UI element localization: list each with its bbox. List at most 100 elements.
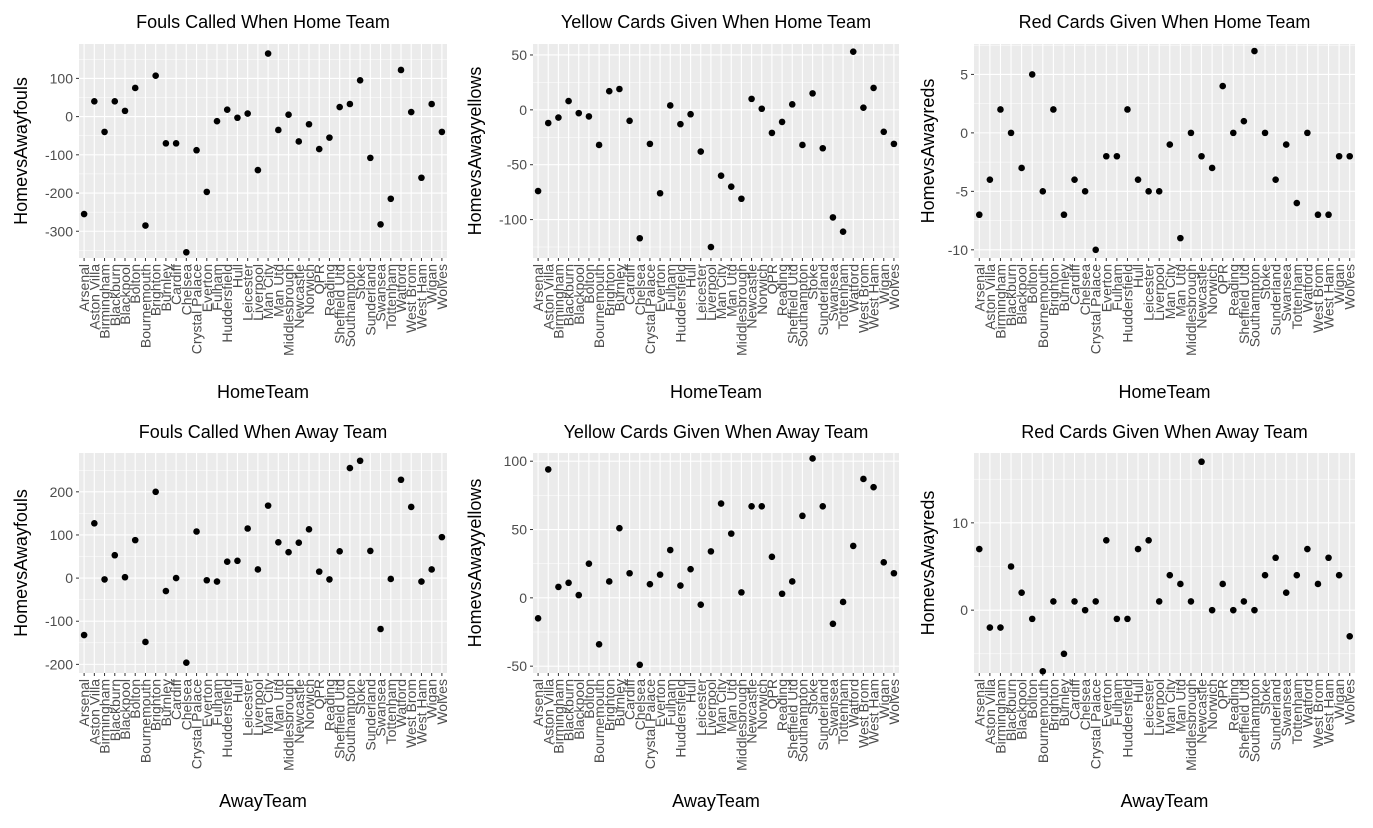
data-point xyxy=(677,582,684,589)
x-tick-label: Everton xyxy=(199,264,215,312)
x-tick-label: Liverpool xyxy=(250,264,266,321)
x-tick-label: West Ham xyxy=(1321,264,1337,329)
x-tick-label: Aston Villa xyxy=(86,679,102,745)
x-tick-label: Man Utd xyxy=(1172,264,1188,317)
data-point xyxy=(1018,589,1025,596)
data-point xyxy=(1028,71,1036,78)
data-point xyxy=(748,95,755,103)
x-tick-label: Bolton xyxy=(127,264,143,304)
data-point xyxy=(565,579,572,587)
x-tick-label: Man City xyxy=(260,264,276,319)
x-tick-label: Southampton xyxy=(794,264,810,347)
data-point xyxy=(101,128,108,136)
data-point xyxy=(799,512,806,520)
x-tick-label: Wolves xyxy=(434,264,450,310)
data-point xyxy=(534,615,542,622)
data-point xyxy=(1007,563,1015,570)
data-point xyxy=(707,548,715,555)
x-tick-label: Chelsea xyxy=(178,679,194,731)
y-tick-label: 0 xyxy=(65,109,73,125)
data-point xyxy=(697,601,705,608)
data-point xyxy=(890,140,898,148)
x-tick-label: Man Utd xyxy=(1172,679,1188,732)
x-tick-label: Brighton xyxy=(1045,264,1061,316)
x-tick-label: Crystal Palace xyxy=(642,264,658,354)
x-tick-label: Blackburn xyxy=(561,679,577,741)
data-point xyxy=(305,120,313,128)
x-tick-label: Huddersfield xyxy=(219,679,235,758)
x-tick-label: Stoke xyxy=(1257,679,1273,715)
x-tick-label: Cardiff xyxy=(1067,264,1083,305)
x-tick-label: Crystal Palace xyxy=(642,679,658,769)
chart-title: Fouls Called When Home Team xyxy=(136,12,390,32)
data-point xyxy=(677,120,684,128)
x-tick-label: Birmingham xyxy=(97,679,113,754)
x-tick-label: Norwich xyxy=(754,679,770,730)
x-tick-label: Wolves xyxy=(1342,264,1358,310)
data-point xyxy=(275,538,282,546)
x-tick-label: Wolves xyxy=(886,264,902,310)
x-tick-label: Wolves xyxy=(434,679,450,725)
x-tick-label: Cardiff xyxy=(168,679,184,720)
x-tick-label: Tottenham xyxy=(383,679,399,744)
data-point xyxy=(1071,598,1078,605)
x-tick-label: Swansea xyxy=(1278,264,1294,322)
x-tick-label: Stoke xyxy=(1257,264,1273,300)
data-point xyxy=(336,548,343,555)
x-tick-label: Man Utd xyxy=(270,264,286,317)
data-point xyxy=(727,530,735,537)
x-tick-label: Blackburn xyxy=(107,679,123,741)
y-tick-label: 100 xyxy=(50,527,74,543)
y-tick-label: -5 xyxy=(956,183,969,199)
x-tick-label: Tottenham xyxy=(383,264,399,329)
x-tick-label: Burnley xyxy=(1056,264,1072,311)
data-point xyxy=(438,128,446,136)
x-tick-label: Bournemouth xyxy=(137,264,153,348)
x-tick-label: Cardiff xyxy=(168,264,184,305)
data-point xyxy=(1060,650,1068,658)
data-point xyxy=(1282,141,1290,148)
x-tick-label: Reading xyxy=(774,264,790,316)
data-point xyxy=(986,176,994,183)
data-point xyxy=(768,129,776,137)
data-point xyxy=(1124,106,1131,113)
data-point xyxy=(1155,188,1163,195)
x-tick-label: Birmingham xyxy=(550,264,566,339)
data-point xyxy=(738,589,745,596)
x-tick-label: Blackpool xyxy=(571,264,587,325)
x-tick-label: Huddersfield xyxy=(672,264,688,343)
x-tick-label: Everton xyxy=(199,679,215,727)
x-tick-label: Brighton xyxy=(148,679,164,731)
x-tick-label: Tottenham xyxy=(835,679,851,744)
y-tick-label: 50 xyxy=(511,522,527,538)
y-tick-label: 100 xyxy=(504,453,528,469)
data-point xyxy=(152,488,159,496)
y-tick-label: 0 xyxy=(960,125,968,141)
x-tick-label: Bournemouth xyxy=(591,679,607,763)
data-point xyxy=(356,457,364,465)
x-axis-label: AwayTeam xyxy=(1121,791,1209,811)
x-tick-label: Man City xyxy=(1162,264,1178,319)
data-point xyxy=(1166,141,1174,148)
x-tick-label: Hull xyxy=(683,264,699,288)
x-tick-label: Stoke xyxy=(805,264,821,300)
x-tick-label: Swansea xyxy=(825,679,841,737)
x-tick-label: Crystal Palace xyxy=(189,264,205,354)
panel-background xyxy=(533,44,899,258)
y-tick-label: 10 xyxy=(952,515,968,531)
data-point xyxy=(575,109,583,117)
x-tick-label: Everton xyxy=(652,264,668,312)
x-tick-label: Norwich xyxy=(1204,264,1220,315)
data-point xyxy=(1050,106,1057,113)
x-tick-label: Man Utd xyxy=(270,679,286,732)
data-point xyxy=(555,583,562,591)
x-tick-label: Norwich xyxy=(754,264,770,315)
data-point xyxy=(346,464,354,472)
data-point xyxy=(1314,580,1322,588)
x-tick-label: Arsenal xyxy=(530,264,546,311)
x-tick-label: Arsenal xyxy=(76,679,92,726)
x-tick-label: Burnley xyxy=(611,264,627,311)
data-point xyxy=(555,114,562,121)
data-point xyxy=(1240,598,1248,605)
